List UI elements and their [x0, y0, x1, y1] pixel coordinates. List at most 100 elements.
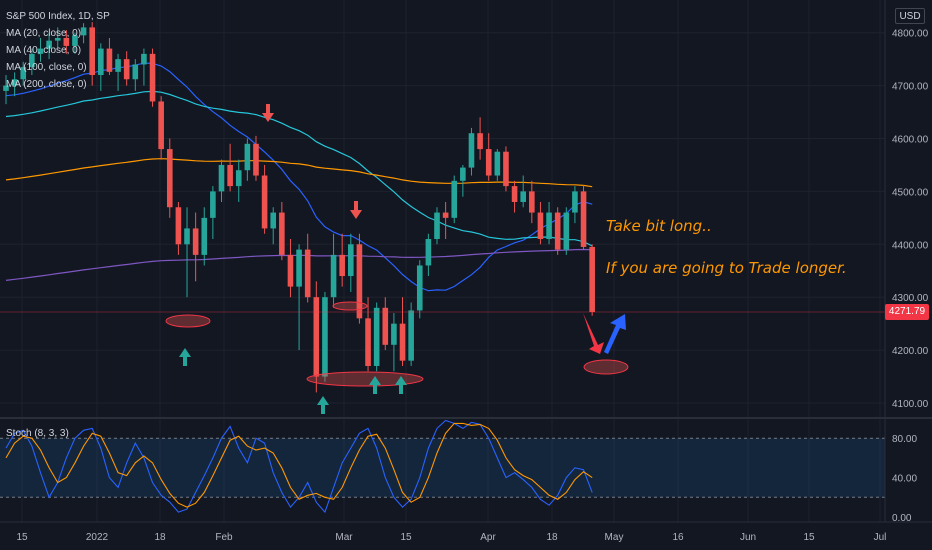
up-arrow-icon	[395, 376, 407, 394]
time-tick-label: 15	[16, 532, 28, 543]
candle	[244, 138, 251, 181]
stoch-tick-label: 0.00	[892, 513, 912, 524]
candle-body	[227, 164, 233, 187]
candle	[89, 22, 95, 86]
candle-body	[442, 212, 449, 218]
candle	[503, 146, 509, 192]
stoch-label[interactable]: Stoch (8, 3, 3)	[6, 428, 69, 439]
ma20-label[interactable]: MA (20, close, 0)	[6, 28, 82, 39]
ma200-label[interactable]: MA (200, close, 0)	[6, 79, 87, 90]
candle-body	[72, 35, 78, 46]
candle-body	[365, 318, 371, 366]
candle-body	[356, 244, 363, 319]
candle	[529, 180, 535, 224]
candle	[80, 23, 87, 44]
candle	[210, 186, 216, 240]
candle-body	[80, 27, 87, 36]
indicator-legend: S&P 500 Index, 1D, SP MA (20, close, 0) …	[6, 8, 110, 93]
candle-body	[29, 53, 35, 68]
candle-body	[192, 228, 199, 255]
time-tick-label: 15	[803, 532, 815, 543]
candle-body	[37, 48, 44, 54]
down-arrow-icon	[350, 201, 362, 219]
candle	[313, 281, 320, 393]
candle	[399, 297, 406, 366]
candle	[322, 291, 328, 382]
candle	[132, 59, 139, 91]
candle	[416, 260, 423, 319]
candle	[54, 27, 61, 49]
support-ellipse	[306, 371, 424, 387]
candle	[546, 201, 552, 245]
candle-body	[46, 40, 52, 49]
time-tick-label: Apr	[480, 532, 496, 543]
candle	[572, 186, 578, 224]
candle-body	[520, 191, 526, 202]
candle	[253, 135, 259, 181]
stoch-k-line	[5, 419, 593, 514]
currency-button[interactable]: USD	[895, 8, 925, 24]
candle-body	[382, 307, 389, 345]
up-arrow-icon	[179, 348, 191, 366]
candle	[580, 185, 587, 250]
candle	[460, 164, 466, 197]
candle-body	[20, 67, 27, 80]
candle	[477, 117, 483, 160]
time-tick-label: 18	[546, 532, 558, 543]
support-ellipse	[165, 314, 211, 328]
candle	[339, 233, 345, 287]
candle-body	[218, 164, 225, 192]
candle	[296, 244, 302, 351]
candle	[348, 233, 354, 292]
candle-body	[123, 59, 130, 80]
ma100-label[interactable]: MA (100, close, 0)	[6, 62, 87, 73]
candle	[382, 297, 389, 351]
candle-body	[503, 151, 509, 187]
candle-body	[3, 85, 9, 91]
candle-body	[373, 307, 380, 366]
candle	[563, 207, 570, 255]
candle	[520, 175, 526, 208]
candle-body	[451, 180, 458, 218]
price-tick-label: 4100.00	[892, 399, 929, 410]
candle	[537, 201, 544, 245]
candle-body	[580, 191, 587, 247]
candle	[442, 201, 449, 240]
candle-body	[460, 167, 466, 181]
candle-body	[348, 244, 354, 277]
candle	[63, 30, 70, 54]
annotation-take-long: Take bit long..	[606, 217, 712, 235]
stoch-tick-label: 80.00	[892, 434, 917, 445]
candle	[3, 75, 9, 105]
annotation-trade-longer: If you are going to Trade longer.	[606, 259, 847, 277]
candle-body	[434, 212, 440, 240]
candle-body	[201, 217, 208, 255]
candle-body	[330, 254, 337, 298]
chart-title: S&P 500 Index, 1D, SP	[6, 11, 110, 22]
candle	[192, 212, 199, 282]
candle-body	[572, 191, 578, 213]
candle-body	[98, 48, 104, 76]
candle	[451, 175, 458, 224]
candle	[554, 207, 561, 255]
candle-body	[304, 249, 311, 298]
candle	[218, 159, 225, 202]
candle	[11, 72, 18, 97]
price-tick-label: 4500.00	[892, 187, 929, 198]
candle-body	[270, 212, 277, 229]
candle	[279, 201, 285, 261]
candle-body	[115, 59, 121, 72]
candle-body	[589, 246, 595, 313]
ma40-label[interactable]: MA (40, close, 0)	[6, 45, 82, 56]
candle	[72, 32, 78, 54]
time-tick-label: 15	[400, 532, 412, 543]
candle-body	[158, 101, 164, 150]
candle-body	[210, 191, 216, 218]
forecast-up-arrow-icon	[604, 314, 626, 354]
candle-body	[175, 207, 182, 245]
candle	[391, 313, 397, 372]
time-tick-label: 16	[672, 532, 684, 543]
candle	[166, 138, 173, 218]
